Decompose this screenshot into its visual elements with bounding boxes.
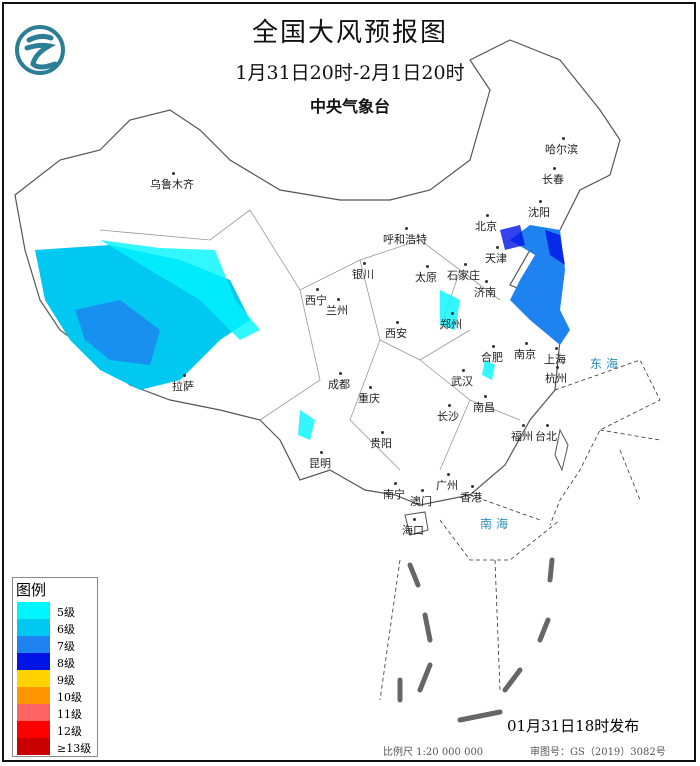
city-label: 澳门 [410, 489, 432, 508]
city-label: 哈尔滨 [545, 137, 578, 156]
issue-time: 01月31日18时发布 [507, 717, 640, 735]
legend-item: 6级 [17, 619, 95, 636]
legend-item: 9级 [17, 670, 95, 687]
legend-label: 11级 [57, 708, 82, 721]
city-label: 郑州 [440, 312, 462, 331]
city-label: 西安 [385, 321, 407, 340]
legend-item: 5级 [17, 602, 95, 619]
city-label: 拉萨 [172, 374, 194, 393]
city-label: 福州 [511, 424, 533, 443]
city-label: 银川 [352, 262, 374, 281]
city-label: 乌鲁木齐 [150, 172, 194, 191]
city-label: 昆明 [309, 451, 331, 470]
review-number: 审图号：GS（2019）3082号 [530, 747, 666, 758]
legend-swatch [17, 687, 50, 704]
city-label: 南宁 [383, 482, 405, 501]
wind-7-tibet [75, 300, 160, 365]
city-label: 香港 [460, 485, 482, 504]
wind-5-tibet-edge [100, 240, 260, 340]
legend-label: ≥13级 [57, 742, 92, 755]
legend-swatch [17, 721, 50, 738]
forecast-period: 1月31日20时-2月1日20时 [235, 62, 465, 84]
city-label: 西宁 [305, 288, 327, 307]
city-label: 成都 [328, 372, 350, 391]
legend-swatch [17, 670, 50, 687]
city-label: 台北 [535, 424, 557, 443]
map-scale: 比例尺 1:20 000 000 [383, 747, 484, 758]
legend-label: 10级 [57, 691, 82, 704]
sea-label-south: 南海 [480, 517, 513, 531]
city-label: 杭州 [545, 366, 567, 385]
legend-swatch [17, 602, 50, 619]
map-title: 全国大风预报图 [251, 18, 448, 48]
legend-label: 5级 [57, 606, 75, 619]
legend-label: 7级 [57, 640, 75, 653]
city-label: 济南 [474, 280, 496, 299]
taiwan-outline [554, 428, 569, 472]
city-label: 沈阳 [528, 200, 550, 219]
city-label: 呼和浩特 [383, 227, 427, 246]
country-outline [14, 39, 621, 506]
legend-label: 12级 [57, 725, 82, 738]
city-label: 南京 [514, 342, 536, 361]
legend-swatch [17, 636, 50, 653]
city-label: 天津 [485, 246, 507, 265]
sea-boundaries [379, 359, 661, 701]
city-label: 合肥 [481, 345, 503, 364]
city-label: 武汉 [451, 369, 473, 388]
cma-logo-icon [15, 25, 65, 75]
legend-label: 6级 [57, 623, 75, 636]
legend-item: 11级 [17, 704, 95, 721]
legend-label: 9级 [57, 674, 75, 687]
issuer: 中央气象台 [309, 97, 390, 116]
city-label: 长沙 [437, 404, 459, 423]
city-label: 上海 [544, 347, 566, 366]
city-label: 广州 [436, 473, 458, 492]
wind-7-bohai [500, 225, 565, 265]
legend-swatch [17, 619, 50, 636]
city-label: 北京 [475, 214, 497, 233]
nine-dash-line [397, 557, 555, 723]
city-label: 太原 [415, 265, 437, 284]
city-label: 重庆 [358, 386, 380, 405]
legend-item: 8级 [17, 653, 95, 670]
legend-item: 12级 [17, 721, 95, 738]
legend-item: ≥13级 [17, 738, 95, 755]
city-label: 长春 [542, 167, 564, 186]
sea-label-east: 东海 [590, 357, 623, 371]
legend-label: 8级 [57, 657, 75, 670]
city-label: 兰州 [326, 298, 348, 317]
city-label: 南昌 [473, 395, 495, 414]
city-label: 石家庄 [447, 263, 480, 282]
legend-title: 图例 [16, 581, 47, 599]
legend-item: 10级 [17, 687, 95, 704]
legend-swatch [17, 704, 50, 721]
legend-swatch [17, 653, 50, 670]
legend: 图例 5级 6级 7级 8级 9级 10级 11级 12级 ≥13级 [12, 577, 98, 757]
legend-item: 7级 [17, 636, 95, 653]
city-label: 贵阳 [370, 431, 392, 450]
hainan-outline [404, 511, 429, 536]
city-label: 海口 [402, 518, 424, 537]
legend-swatch [17, 738, 50, 755]
